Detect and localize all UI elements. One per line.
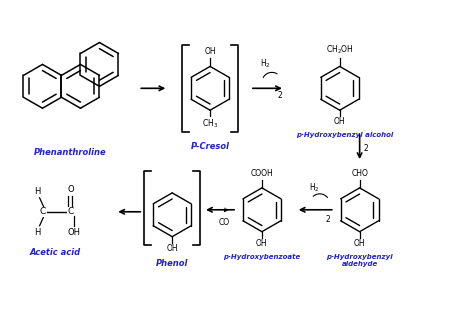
- Text: p-Hydroxybenzyl
aldehyde: p-Hydroxybenzyl aldehyde: [326, 254, 393, 267]
- Text: COOH: COOH: [251, 169, 273, 178]
- Text: H$_2$: H$_2$: [310, 181, 320, 194]
- Text: H: H: [35, 187, 41, 196]
- Text: C: C: [39, 207, 46, 216]
- Text: CO: CO: [219, 218, 229, 227]
- Text: p-Hydroxybenzoate: p-Hydroxybenzoate: [223, 254, 301, 260]
- Text: H$_2$: H$_2$: [260, 58, 270, 71]
- Text: OH: OH: [334, 117, 346, 126]
- Text: CH$_3$: CH$_3$: [202, 117, 218, 130]
- Text: H: H: [35, 228, 41, 237]
- Text: 2: 2: [326, 215, 330, 224]
- Text: OH: OH: [204, 47, 216, 56]
- Text: OH: OH: [166, 244, 178, 253]
- Text: Phenanthroline: Phenanthroline: [34, 148, 107, 157]
- Text: 2: 2: [364, 144, 368, 153]
- Text: C: C: [67, 207, 73, 216]
- Text: OH: OH: [256, 239, 268, 248]
- Text: P-Cresol: P-Cresol: [191, 142, 229, 151]
- Text: 2: 2: [278, 91, 283, 100]
- Text: OH: OH: [354, 239, 365, 248]
- Text: CHO: CHO: [351, 169, 368, 178]
- Text: OH: OH: [68, 228, 81, 237]
- Text: CH$_2$OH: CH$_2$OH: [326, 44, 354, 56]
- Text: O: O: [67, 185, 74, 194]
- Text: p-Hydroxybenzyl alcohol: p-Hydroxybenzyl alcohol: [296, 132, 393, 138]
- Text: Acetic acid: Acetic acid: [30, 248, 81, 257]
- Text: Phenol: Phenol: [156, 259, 188, 268]
